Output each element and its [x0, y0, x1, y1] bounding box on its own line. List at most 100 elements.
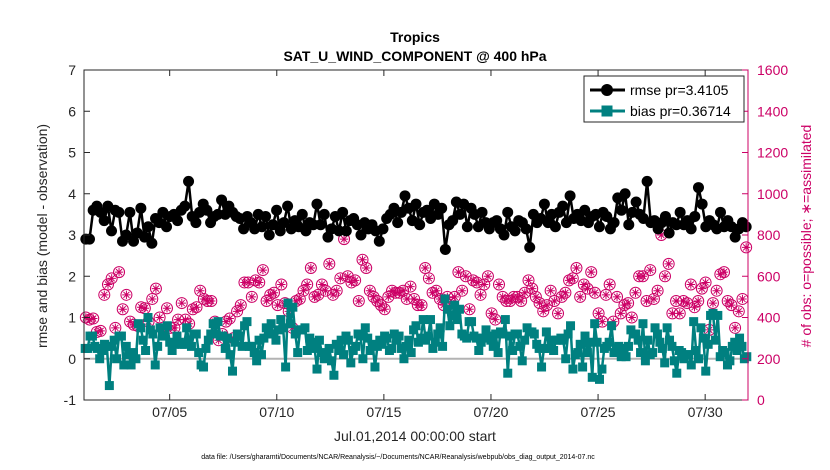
obs-possible-marker [234, 299, 247, 312]
bias-point [124, 350, 134, 360]
obs-possible-marker [570, 262, 583, 274]
bias-point [148, 329, 158, 339]
bias-point [730, 337, 740, 347]
obs-assimilated-marker [723, 296, 732, 306]
bias-point [549, 346, 559, 355]
obs-possible-marker [360, 262, 373, 274]
obs-assimilated-marker [524, 276, 533, 285]
obs-possible-marker [153, 311, 166, 324]
bias-point [317, 348, 327, 358]
obs-assimilated-marker [468, 276, 478, 285]
rmse-point [377, 223, 389, 235]
obs-possible-marker [120, 288, 133, 301]
bias-point [269, 329, 279, 339]
bias-point [247, 341, 257, 351]
bias-point [715, 352, 725, 362]
bias-point [696, 323, 706, 333]
obs-possible-marker [327, 288, 339, 301]
obs-assimilated-marker [568, 274, 577, 283]
obs-possible-marker [161, 302, 173, 315]
obs-assimilated-marker [384, 292, 393, 302]
rmse-point [98, 215, 110, 227]
obs-assimilated-marker [483, 272, 493, 281]
bias-point [194, 348, 204, 358]
y-axis-right: 0 200 400 600 800 1000 1200 1400 1600 [742, 62, 788, 408]
obs-possible-marker [363, 284, 376, 297]
bias-point [293, 348, 303, 358]
bias-point [411, 321, 421, 331]
bias-point [595, 374, 605, 384]
bias-point [368, 339, 378, 349]
chart-title: Tropics [390, 29, 440, 45]
obs-possible-marker [256, 264, 269, 277]
rmse-point [263, 229, 275, 241]
bias-point [438, 341, 448, 351]
bias-point [652, 329, 662, 339]
obs-possible-marker [692, 295, 705, 307]
bias-point [199, 362, 209, 372]
obs-assimilated-marker [564, 276, 574, 285]
obs-possible-marker [585, 266, 598, 279]
obs-possible-marker [419, 262, 432, 274]
bias-point [355, 331, 365, 341]
bias-point [254, 335, 264, 345]
bias-point [225, 350, 235, 360]
rmse-point [461, 221, 473, 233]
bias-point [616, 352, 626, 362]
obs-possible-marker [706, 297, 719, 310]
obs-possible-marker [729, 321, 742, 334]
bias-point [346, 358, 356, 368]
bias-point [529, 329, 539, 339]
data-file-note: data file: /Users/gharamti/Documents/NCA… [201, 454, 595, 461]
bias-point [363, 333, 373, 343]
obs-assimilated-marker [255, 278, 264, 287]
bias-point [481, 325, 491, 335]
obs-assimilated-marker [465, 305, 474, 314]
bias-point [95, 354, 105, 364]
obs-possible-marker [725, 299, 738, 312]
bias-point [662, 323, 672, 333]
obs-assimilated-marker [196, 286, 205, 295]
bias-point [208, 319, 218, 329]
bias-point [568, 364, 578, 374]
bias-point [585, 337, 595, 347]
obs-assimilated-marker [365, 286, 375, 295]
bias-point [322, 350, 332, 360]
bias-point [643, 335, 653, 345]
y-left-tick-label: 5 [68, 145, 76, 161]
rmse-point [278, 217, 290, 229]
bias-point [742, 352, 752, 362]
obs-assimilated-marker [616, 309, 625, 318]
bias-point [491, 329, 501, 339]
bias-point [623, 341, 633, 351]
y-left-tick-label: 1 [68, 310, 76, 326]
bias-point [184, 335, 194, 345]
bias-point [360, 323, 370, 333]
rmse-point [564, 190, 576, 202]
bias-point [498, 329, 508, 339]
chart-subtitle: SAT_U_WIND_COMPONENT @ 400 hPa [283, 48, 546, 64]
obs-possible-marker [574, 290, 587, 303]
bias-point [160, 331, 170, 341]
bias-point [266, 319, 276, 329]
rmse-point [663, 227, 675, 239]
obs-assimilated-marker [461, 272, 470, 281]
obs-possible-marker [297, 284, 310, 297]
bias-point [558, 335, 568, 345]
rmse-point [615, 204, 627, 216]
bias-point [307, 337, 317, 347]
bias-point [720, 348, 730, 358]
bias-point [462, 333, 472, 343]
rmse-point [260, 210, 272, 222]
bias-point [259, 333, 269, 343]
obs-assimilated-marker [328, 290, 338, 300]
obs-possible-marker [548, 295, 561, 307]
obs-assimilated-marker [727, 300, 736, 310]
obs-possible-marker [688, 301, 701, 314]
bias-point [290, 329, 300, 339]
bias-point [614, 341, 624, 351]
bias-point [218, 331, 228, 341]
bias-point [505, 331, 515, 341]
rmse-point [593, 221, 605, 233]
bias-point [713, 310, 723, 320]
